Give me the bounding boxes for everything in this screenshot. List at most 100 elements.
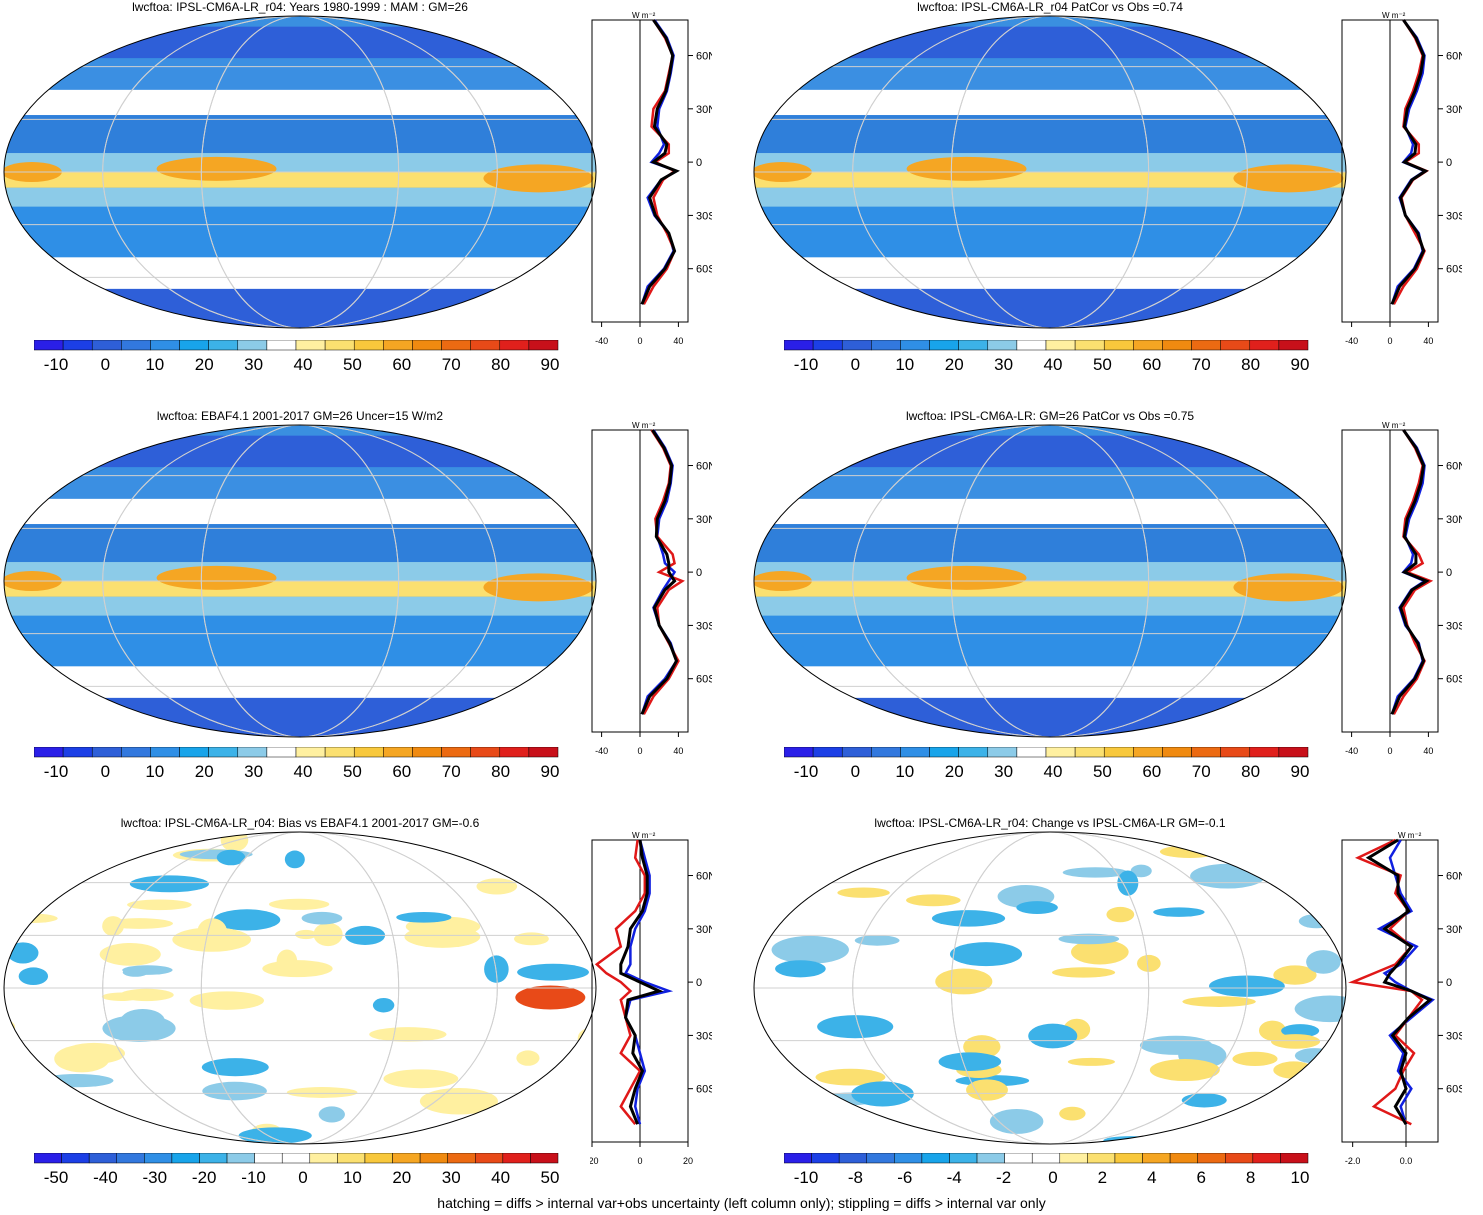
colorbar-swatch: [383, 340, 413, 351]
field-blob: [1137, 954, 1161, 972]
colorbar-swatch: [1074, 747, 1105, 758]
colorbar-swatch: [1278, 747, 1309, 758]
graticule-line: [200, 832, 400, 1144]
field-blob: [301, 911, 343, 925]
field-band: [754, 172, 1346, 188]
map-outline: [753, 15, 1347, 329]
colorbar-swatch: [383, 747, 413, 758]
colorbar-swatch: [1225, 1153, 1254, 1164]
field-band: [4, 524, 596, 563]
colorbar-swatch: [1133, 747, 1163, 758]
colorbar-swatch: [958, 340, 989, 351]
colorbar-swatch: [392, 1153, 421, 1164]
world-map: [753, 424, 1347, 738]
field-blob: [8, 913, 58, 923]
panel-title: lwcftoa: IPSL-CM6A-LR_r04: Bias vs EBAF4…: [120, 816, 480, 830]
colorbar-tick-label: 70: [1192, 355, 1211, 374]
colorbar-swatch: [1169, 1153, 1198, 1164]
field-blob: [1058, 933, 1120, 945]
colorbar-tick-label: 50: [1093, 355, 1112, 374]
colorbar: -10 0 10 20 30 40 50 60 70 80 90: [34, 747, 559, 781]
field-blob: [119, 988, 174, 1002]
field-blob: [99, 942, 161, 966]
field-blob: [1294, 1048, 1334, 1064]
field-band: [4, 666, 596, 698]
field-blob: [917, 832, 974, 838]
x-tick-label: 0: [637, 336, 642, 346]
field-blob: [543, 1078, 589, 1089]
colorbar-tick-label: 70: [442, 355, 461, 374]
x-tick-label: 40: [673, 336, 683, 346]
colorbar-tick-label: 40: [1044, 762, 1063, 781]
colorbar-tick-label: 10: [145, 762, 164, 781]
zonal-series-black: [1365, 838, 1433, 1126]
field-blob: [1028, 1023, 1078, 1049]
lat-tick-label: 30S: [696, 1030, 712, 1042]
colorbar-swatch: [337, 1153, 366, 1164]
lat-tick-label: 60S: [1446, 1084, 1462, 1096]
field-blob: [1016, 901, 1058, 914]
field-band: [754, 257, 1346, 289]
colorbar-tick-label: -20: [192, 1168, 217, 1187]
field-blob: [775, 960, 826, 978]
field-blob: [54, 1045, 110, 1073]
colorbar-swatch: [812, 747, 843, 758]
zonal-series-red: [642, 429, 685, 715]
zonal-mean-plot: W m⁻² -40 0 40 60N 30N 0 30S 60S: [591, 11, 712, 346]
colorbar-tick-label: -4: [947, 1168, 962, 1187]
colorbar-swatch: [412, 340, 442, 351]
field-blob: [906, 565, 1027, 590]
colorbar-swatch: [116, 1153, 145, 1164]
field-blob: [1225, 1113, 1281, 1134]
lat-tick-label: 30S: [1446, 1030, 1462, 1042]
colorbar-tick-label: 60: [392, 355, 411, 374]
colorbar-swatch: [784, 747, 814, 758]
lat-tick-label: 60S: [696, 264, 712, 276]
colorbar-tick-label: 0: [1048, 1168, 1057, 1187]
graticule-line: [852, 16, 1248, 328]
colorbar-swatch: [1191, 747, 1221, 758]
colorbar-swatch: [295, 340, 326, 351]
field-blob: [216, 849, 246, 866]
colorbar-swatch: [1133, 340, 1163, 351]
field-band: [754, 153, 1346, 172]
zonal-mean-plot: W m⁻² -20 0 20 60N 30N 0 30S 60S: [590, 831, 712, 1166]
colorbar-swatch: [949, 1153, 978, 1164]
field-band: [754, 697, 1346, 737]
field-band: [4, 206, 596, 258]
zonal-mean-plot: W m⁻² -2.0 0.0 60N 30N 0 30S 60S: [1341, 831, 1462, 1166]
field-blob: [1071, 939, 1129, 965]
field-blob: [1298, 914, 1335, 929]
field-blob: [1059, 1106, 1086, 1121]
x-tick-label: 0: [637, 746, 642, 756]
field-band: [4, 288, 596, 328]
colorbar-swatch: [61, 1153, 90, 1164]
graticule-line: [950, 425, 1150, 737]
colorbar-tick-label: 80: [491, 762, 510, 781]
lat-tick-label: 30S: [696, 620, 712, 632]
colorbar-swatch: [1103, 747, 1134, 758]
lat-tick-label: 60N: [1446, 51, 1462, 63]
x-tick-label: 40: [673, 746, 683, 756]
field-blob: [122, 967, 149, 977]
field-blob: [1273, 965, 1317, 985]
lat-tick-label: 30S: [1446, 210, 1462, 222]
colorbar-tick-label: 10: [343, 1168, 362, 1187]
field-blob: [28, 875, 78, 889]
colorbar-swatch: [34, 340, 64, 351]
field-band: [754, 596, 1346, 616]
lat-tick-label: 30N: [696, 104, 712, 116]
colorbar-swatch: [179, 747, 209, 758]
field-band: [4, 115, 596, 154]
world-map: [3, 424, 597, 738]
field-band: [4, 697, 596, 737]
field-blob: [476, 878, 518, 895]
field-blob: [268, 898, 330, 910]
colorbar-tick-label: 70: [442, 762, 461, 781]
colorbar-swatch: [121, 747, 151, 758]
colorbar-tick-label: -40: [93, 1168, 118, 1187]
field-band: [4, 257, 596, 289]
colorbar-swatch: [364, 1153, 393, 1164]
field-blob: [213, 909, 281, 931]
colorbar-tick-label: 40: [294, 355, 313, 374]
